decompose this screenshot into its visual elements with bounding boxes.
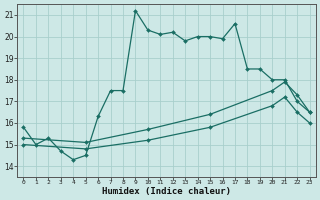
X-axis label: Humidex (Indice chaleur): Humidex (Indice chaleur) xyxy=(102,187,231,196)
